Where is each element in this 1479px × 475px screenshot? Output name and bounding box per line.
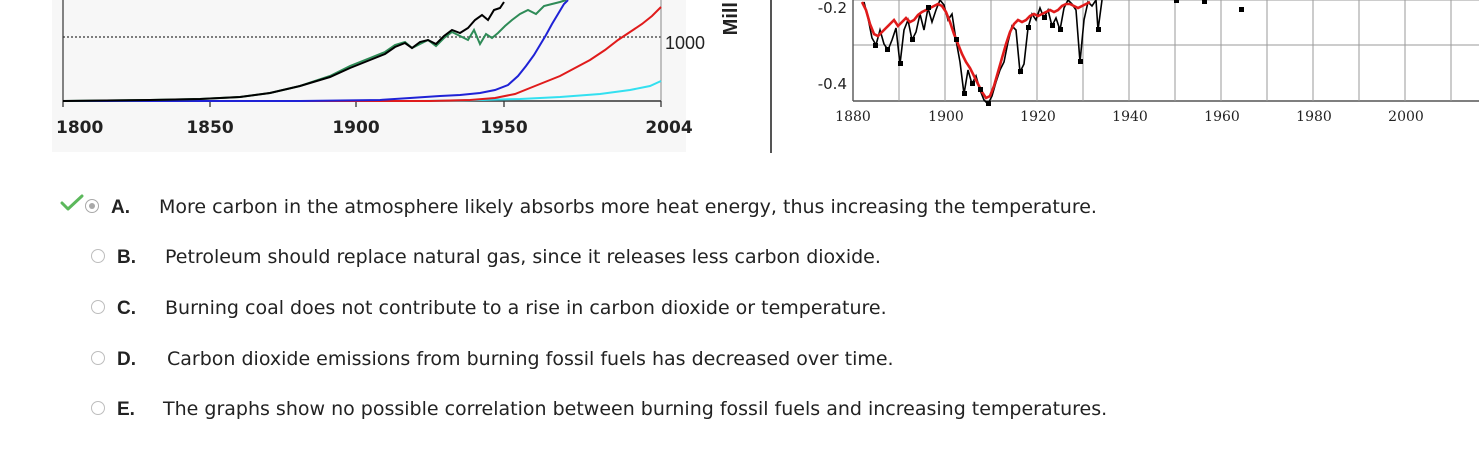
annual-temperature-markers <box>873 0 1244 106</box>
option-c-letter: C. <box>117 298 136 319</box>
x-tick-label-1940: 1940 <box>1112 109 1148 125</box>
annual-temperature-line <box>863 0 1103 106</box>
checkmark-icon <box>60 194 84 211</box>
option-d[interactable]: D. Carbon dioxide emissions from burning… <box>0 343 1300 377</box>
x-tick-label-1950: 1950 <box>480 118 527 138</box>
option-b-text: Petroleum should replace natural gas, si… <box>165 246 881 268</box>
option-e-letter: E. <box>117 399 135 420</box>
y-tick-1000: 1000 <box>665 33 705 53</box>
x-tick-label-1900: 1900 <box>928 109 964 125</box>
option-e-text: The graphs show no possible correlation … <box>163 398 1108 420</box>
option-c[interactable]: C. Burning coal does not contribute to a… <box>0 292 1300 326</box>
temperature-chart: 1880 1900 1920 1940 1960 1980 2000 -0.2 -0.4 <box>818 0 1479 125</box>
emissions-chart: 1000 Mill 1800 1850 1900 1950 2004 <box>56 0 742 138</box>
x-tick-label-1960: 1960 <box>1204 109 1240 125</box>
chart-divider <box>770 0 772 153</box>
x-tick-label-2000: 2000 <box>1388 109 1424 125</box>
option-b[interactable]: B. Petroleum should replace natural gas,… <box>0 241 1300 275</box>
option-a-text: More carbon in the atmosphere likely abs… <box>159 196 1097 218</box>
radio-option-e[interactable] <box>91 401 105 415</box>
x-tick-label-1880: 1880 <box>835 109 871 125</box>
series-line-black <box>62 1 505 102</box>
x-tick-label-2004: 2004 <box>645 118 692 138</box>
option-a[interactable]: A. More carbon in the atmosphere likely … <box>0 192 1300 226</box>
y-axis-label-fragment: Mill <box>720 2 742 35</box>
x-tick-label-1850: 1850 <box>186 118 233 138</box>
option-c-text: Burning coal does not contribute to a ri… <box>165 297 887 319</box>
x-tick-label-1900: 1900 <box>332 118 379 138</box>
smoothed-temperature-line <box>860 0 1091 100</box>
x-tick-label-1920: 1920 <box>1020 109 1056 125</box>
temperature-grid <box>852 0 1479 102</box>
x-tick-label-1800: 1800 <box>56 118 103 138</box>
option-b-letter: B. <box>117 247 136 268</box>
option-d-text: Carbon dioxide emissions from burning fo… <box>167 348 894 370</box>
radio-option-c[interactable] <box>91 300 105 314</box>
option-a-letter: A. <box>111 197 130 218</box>
series-line-blue <box>63 0 569 102</box>
y-tick-label-1: -0.4 <box>818 75 847 93</box>
radio-option-b[interactable] <box>91 249 105 263</box>
y-tick-label-0: -0.2 <box>818 0 847 17</box>
option-e[interactable]: E. The graphs show no possible correlati… <box>0 393 1300 427</box>
radio-option-a[interactable] <box>85 199 99 213</box>
x-tick-label-1980: 1980 <box>1296 109 1332 125</box>
series-line-red <box>63 6 662 102</box>
emissions-chart-panel <box>52 0 686 152</box>
radio-option-d[interactable] <box>91 351 105 365</box>
option-d-letter: D. <box>117 349 136 370</box>
